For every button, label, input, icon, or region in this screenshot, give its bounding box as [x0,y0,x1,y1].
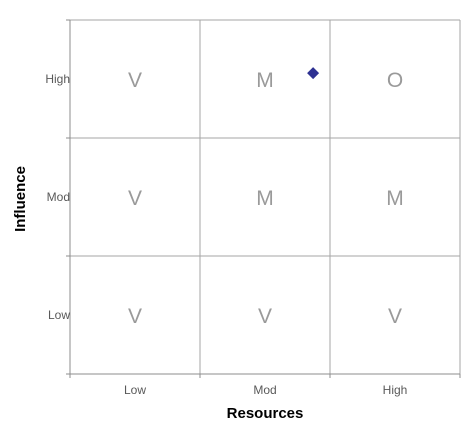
y-tick-label: Mod [47,190,70,204]
cell-letter: V [128,187,142,210]
cell-letter: V [128,305,142,328]
x-tick-label: Mod [253,383,276,397]
cell-letter: M [386,187,404,210]
grid-layer [70,19,461,374]
data-point-layer [307,67,320,80]
cell-letter: M [256,69,274,92]
axis-layer [66,19,461,378]
label-layer: Low Mod High Low Mod High [45,72,407,397]
cell-letter: V [258,305,272,328]
cell-letter: O [387,69,403,92]
y-axis-title: Influence [12,166,29,232]
cell-letter-layer: V V V V M M V M O [128,69,404,328]
cell-letter: M [256,187,274,210]
y-tick-label: High [45,72,70,86]
x-axis-title: Resources [227,405,304,422]
data-point-diamond [307,67,320,80]
x-tick-label: Low [124,383,146,397]
cell-letter: V [388,305,402,328]
cell-letter: V [128,69,142,92]
y-tick-label: Low [48,308,70,322]
x-tick-label: High [383,383,408,397]
